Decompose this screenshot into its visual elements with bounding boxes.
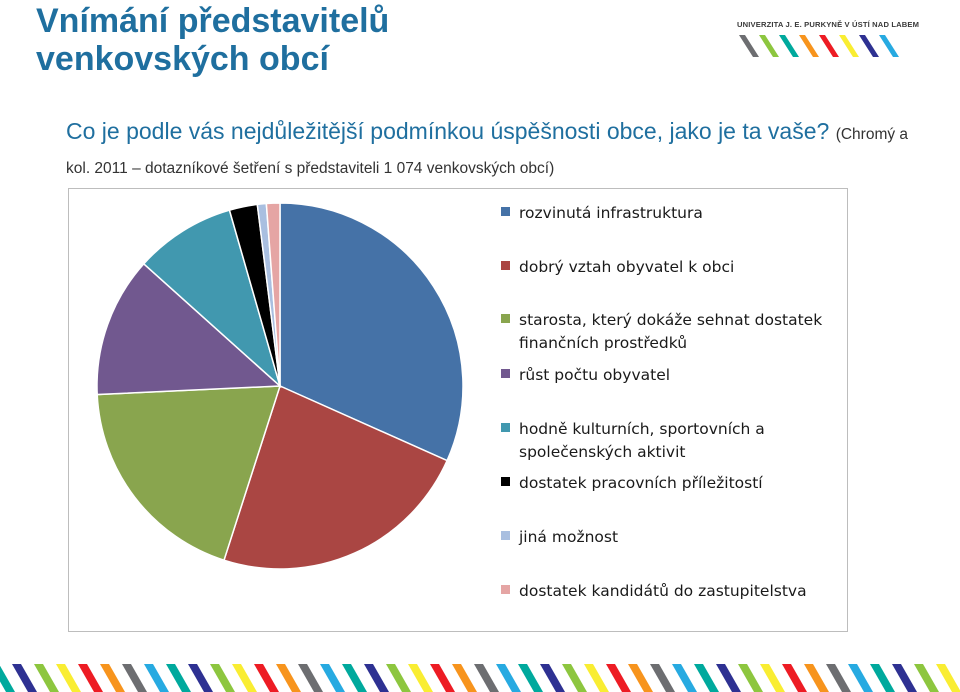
stripe — [804, 664, 829, 692]
stripe — [276, 664, 301, 692]
stripe — [254, 664, 279, 692]
stripe — [848, 664, 873, 692]
stripe — [606, 664, 631, 692]
decorative-stripes-footer — [0, 664, 960, 692]
legend-swatch — [501, 423, 510, 432]
question: Co je podle vás nejdůležitější podmínkou… — [66, 116, 926, 184]
legend-label: růst počtu obyvatel — [519, 366, 671, 384]
stripe — [799, 35, 819, 57]
legend-swatch — [501, 207, 510, 216]
stripe — [870, 664, 895, 692]
pie-slice-2 — [223, 384, 449, 570]
stripe — [892, 664, 917, 692]
legend-swatch — [501, 314, 510, 323]
stripe — [914, 664, 939, 692]
stripe — [540, 664, 565, 692]
legend-swatch — [501, 261, 510, 270]
stripe — [879, 35, 899, 57]
title-line-1: Vnímání představitelů — [36, 2, 390, 40]
logo-text: UNIVERZITA J. E. PURKYNĚ V ÚSTÍ NAD LABE… — [737, 20, 920, 29]
stripe — [628, 664, 653, 692]
stripe — [782, 664, 807, 692]
source-citation: (Chromý a kol. 2011 – dotazníkové šetřen… — [66, 126, 909, 177]
stripe — [716, 664, 741, 692]
university-logo: UNIVERZITA J. E. PURKYNĚ V ÚSTÍ NAD LABE… — [737, 20, 920, 61]
question-text: Co je podle vás nejdůležitější podmínkou… — [66, 118, 830, 144]
stripe — [364, 664, 389, 692]
title-line-2: venkovských obcí — [36, 40, 329, 78]
stripe — [408, 664, 433, 692]
stripe — [759, 35, 779, 57]
stripe — [859, 35, 879, 57]
legend-label: rozvinutá infrastruktura — [519, 204, 703, 222]
stripe — [738, 664, 763, 692]
stripe — [584, 664, 609, 692]
stripe — [474, 664, 499, 692]
pie-slice-8 — [265, 202, 281, 387]
stripe — [839, 35, 859, 57]
stripe — [518, 664, 543, 692]
legend-swatch — [501, 585, 510, 594]
stripe — [56, 664, 81, 692]
legend-label: dostatek pracovních příležitostí — [519, 474, 763, 492]
pie-plot — [96, 202, 464, 570]
pie-slice-1 — [279, 202, 464, 462]
stripe — [34, 664, 59, 692]
stripe — [166, 664, 191, 692]
stripe — [122, 664, 147, 692]
stripe — [779, 35, 799, 57]
stripe — [826, 664, 851, 692]
legend-swatch — [501, 477, 510, 486]
stripe — [650, 664, 675, 692]
pie-slice-5 — [142, 209, 282, 389]
stripe — [452, 664, 477, 692]
stripe — [298, 664, 323, 692]
stripe — [320, 664, 345, 692]
stripe — [342, 664, 367, 692]
pie-chart: rozvinutá infrastruktura dobrý vztah obyv… — [68, 188, 848, 632]
pie-slice-3 — [96, 385, 282, 562]
logo-stripes-icon — [739, 35, 899, 57]
pie-slice-4 — [96, 262, 282, 396]
stripe — [188, 664, 213, 692]
stripe — [144, 664, 169, 692]
stripe — [694, 664, 719, 692]
stripe — [496, 664, 521, 692]
stripe — [12, 664, 37, 692]
legend-label: hodně kulturních, sportovních a společen… — [519, 420, 765, 461]
slide-title: Vnímání představitelů venkovských obcí — [36, 2, 389, 78]
legend-swatch — [501, 369, 510, 378]
stripe — [210, 664, 235, 692]
stripe — [739, 35, 759, 57]
stripe — [760, 664, 785, 692]
stripe — [430, 664, 455, 692]
stripe — [936, 664, 960, 692]
stripe — [78, 664, 103, 692]
stripe — [562, 664, 587, 692]
stripe — [386, 664, 411, 692]
stripe — [672, 664, 697, 692]
stripe — [0, 665, 15, 692]
legend-label: dostatek kandidátů do zastupitelstva — [519, 582, 807, 600]
stripe — [819, 35, 839, 57]
stripe — [232, 664, 257, 692]
stripe — [100, 664, 125, 692]
legend-swatch — [501, 531, 510, 540]
legend-label: dobrý vztah obyvatel k obci — [519, 258, 735, 276]
legend-label: starosta, který dokáže sehnat dostatek f… — [519, 311, 823, 352]
legend-label: jiná možnost — [519, 528, 619, 546]
